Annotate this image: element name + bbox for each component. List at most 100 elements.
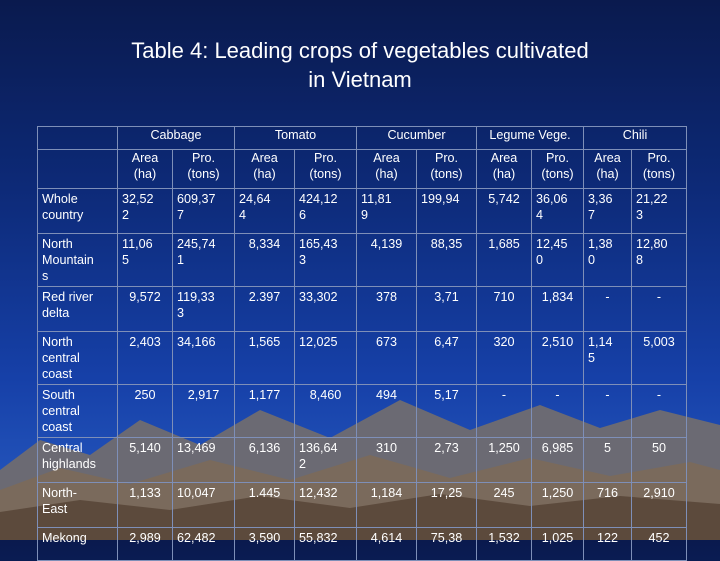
production-value-cell: - (530, 384, 585, 438)
production-value-cell: 36,06 4 (530, 188, 585, 234)
region-cell: Red river delta (37, 286, 118, 332)
production-value-cell: 245,74 1 (172, 233, 235, 287)
cell-value-line: 11,81 (361, 192, 392, 206)
region-label-line: South (42, 388, 75, 402)
cell-value-line: 33,302 (299, 290, 338, 304)
production-value-cell: 6,985 (530, 437, 585, 483)
cell-value-line: 32,52 (122, 192, 154, 206)
area-value-cell: 3,36 7 (583, 188, 633, 234)
cell-value-line: 5,003 (643, 335, 675, 349)
page-title: Table 4: Leading crops of vegetables cul… (0, 36, 720, 94)
cell-value-line: - (656, 290, 662, 304)
cell-value-line: 1,250 (488, 441, 520, 455)
cell-value-line: 4,139 (370, 237, 403, 251)
production-value-cell: 21,22 3 (631, 188, 688, 234)
crop-header: Tomato (234, 126, 357, 150)
cell-value-line: 378 (375, 290, 397, 304)
cell-value-line: 3,71 (434, 290, 459, 304)
cell-value-line: 9 (361, 208, 369, 222)
cell-value-line: 6,47 (434, 335, 459, 349)
region-label-line: North- (42, 486, 77, 500)
cell-value-line: 9,572 (129, 290, 161, 304)
production-value-cell: 424,12 6 (294, 188, 357, 234)
production-value-cell: - (631, 286, 688, 332)
area-value-cell: 1,38 0 (583, 233, 633, 287)
area-header: Area (ha) (117, 149, 173, 189)
region-label-line: central (42, 351, 80, 365)
production-value-cell: 452 (631, 527, 688, 561)
cell-value-line: 75,38 (430, 531, 463, 545)
region-label-line: Central (42, 441, 83, 455)
cell-value-line: 609,37 (177, 192, 216, 206)
cell-value-line: 36,06 (536, 192, 568, 206)
cell-value-line: 50 (652, 441, 667, 455)
region-label-line: Mekong (42, 531, 87, 545)
cell-value-line: 716 (597, 486, 619, 500)
cell-value-line: 2,989 (129, 531, 161, 545)
area-value-cell: 5 (583, 437, 633, 483)
region-label-line: central (42, 404, 80, 418)
cell-value-line: 8 (636, 253, 644, 267)
cell-value-line: 5 (122, 253, 130, 267)
production-value-cell: 5,17 (416, 384, 477, 438)
production-value-cell: 2,510 (530, 331, 585, 385)
region-label-line: North (42, 237, 73, 251)
cell-value-line: 3 (299, 253, 307, 267)
cell-value-line: 0 (588, 253, 596, 267)
cell-value-line: 12,80 (636, 237, 668, 251)
area-value-cell: 1,133 (117, 482, 173, 528)
area-value-cell: - (583, 286, 633, 332)
area-value-cell: 1,532 (476, 527, 532, 561)
cell-value-line: 4 (239, 208, 247, 222)
area-value-cell: 4,139 (356, 233, 417, 287)
cell-value-line: 0 (536, 253, 544, 267)
cell-value-line: 13,469 (177, 441, 216, 455)
region-label-line: North (42, 335, 73, 349)
cell-value-line: 494 (375, 388, 397, 402)
area-value-cell: 4,614 (356, 527, 417, 561)
production-value-cell: 88,35 (416, 233, 477, 287)
area-value-cell: 5,742 (476, 188, 532, 234)
area-value-cell: 378 (356, 286, 417, 332)
production-header: Pro. (tons) (172, 149, 235, 189)
area-value-cell: 250 (117, 384, 173, 438)
title-line-2: in Vietnam (308, 67, 412, 92)
cell-value-line: 1.445 (248, 486, 281, 500)
production-value-cell: 12,432 (294, 482, 357, 528)
cell-value-line: - (605, 388, 610, 402)
cell-value-line: 250 (134, 388, 156, 402)
production-header: Pro. (tons) (416, 149, 477, 189)
cell-value-line: 1,025 (541, 531, 574, 545)
area-value-cell: 710 (476, 286, 532, 332)
production-value-cell: 1,250 (530, 482, 585, 528)
cell-value-line: 3,36 (588, 192, 613, 206)
area-value-cell: - (476, 384, 532, 438)
cell-value-line: 5,17 (434, 388, 459, 402)
region-label-line: coast (42, 420, 73, 434)
crop-header-row: Cabbage Tomato Cucumber Legume Vege. Chi… (37, 126, 688, 150)
cell-value-line: 6 (299, 208, 307, 222)
region-cell: Central highlands (37, 437, 118, 483)
region-cell: North central coast (37, 331, 118, 385)
cell-value-line: 452 (648, 531, 670, 545)
cell-value-line: 1,184 (370, 486, 403, 500)
production-value-cell: 12,45 0 (530, 233, 585, 287)
area-value-cell: 2,989 (117, 527, 173, 561)
region-label-line: delta (42, 306, 70, 320)
cell-value-line: 34,166 (177, 335, 216, 349)
table-row: Red river delta 9,572 119,33 3 2.397 33,302 378… (37, 286, 688, 332)
corner-cell (37, 126, 118, 150)
area-value-cell: 11,81 9 (356, 188, 417, 234)
vegetable-crops-table: Cabbage Tomato Cucumber Legume Vege. Chi… (37, 126, 688, 561)
cell-value-line: 5 (604, 441, 612, 455)
cell-value-line: 710 (493, 290, 515, 304)
production-value-cell: - (631, 384, 688, 438)
table-row: Central highlands 5,140 13,469 6,136 136,64 2 3… (37, 437, 688, 483)
cell-value-line: 1,834 (541, 290, 574, 304)
region-cell: North- East (37, 482, 118, 528)
cell-value-line: 4,614 (370, 531, 403, 545)
area-value-cell: 1.445 (234, 482, 295, 528)
cell-value-line: 1,565 (248, 335, 281, 349)
area-header: Area (ha) (583, 149, 633, 189)
cell-value-line: 3,590 (248, 531, 281, 545)
